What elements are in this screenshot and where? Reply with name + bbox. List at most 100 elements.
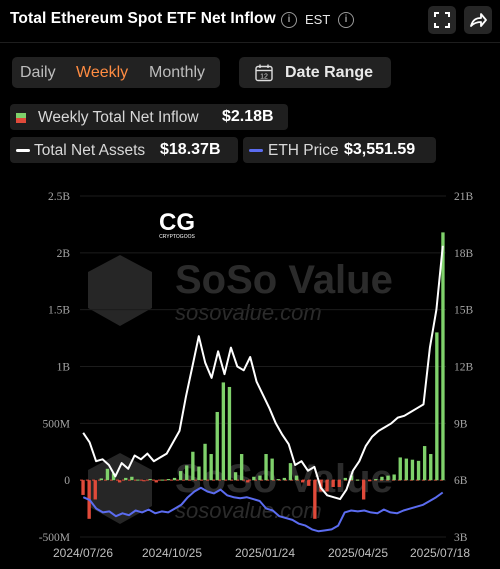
inflow-bar[interactable] bbox=[422, 446, 427, 481]
inflow-bar[interactable] bbox=[355, 479, 360, 481]
inflow-bar[interactable] bbox=[105, 468, 110, 481]
timezone-info-icon[interactable]: i bbox=[338, 12, 354, 28]
inflow-bar[interactable] bbox=[435, 332, 439, 481]
sosovalue-watermark-top: SoSo Value sosovalue.com bbox=[88, 255, 393, 326]
inflow-bar[interactable] bbox=[130, 476, 134, 481]
y-axis-right: 3B 6B 9B 12B 15B 18B 21B bbox=[454, 191, 474, 544]
legend-assets-value: $18.37B bbox=[160, 141, 221, 158]
inflow-bar[interactable] bbox=[185, 465, 189, 481]
inflow-bar[interactable] bbox=[239, 454, 244, 481]
inflow-bar[interactable] bbox=[124, 477, 128, 481]
legend-eth[interactable]: ETH Price $3,551.59 bbox=[243, 137, 436, 163]
legend-inflow-value: $2.18B bbox=[222, 108, 274, 125]
inflow-bar[interactable] bbox=[331, 480, 335, 487]
inflow-bar[interactable] bbox=[325, 480, 329, 492]
cryptogoos-logo-text: CRYPTOGOOS bbox=[159, 234, 195, 240]
inflow-bar[interactable] bbox=[288, 463, 293, 481]
inflow-bar[interactable] bbox=[313, 480, 317, 519]
inflow-bar[interactable] bbox=[154, 480, 158, 483]
total-net-assets-line[interactable] bbox=[82, 245, 444, 501]
y-right-tick-label: 6B bbox=[454, 475, 468, 487]
date-range-button[interactable]: 12 Date Range bbox=[239, 57, 391, 88]
inflow-bar[interactable] bbox=[148, 479, 152, 481]
chart-lines bbox=[82, 245, 444, 533]
inflow-bar[interactable] bbox=[221, 382, 226, 481]
inflow-bar[interactable] bbox=[233, 472, 238, 481]
inflow-bar[interactable] bbox=[258, 475, 262, 481]
inflow-bar[interactable] bbox=[197, 466, 201, 481]
share-button[interactable] bbox=[464, 6, 492, 34]
y-right-tick-label: 21B bbox=[454, 191, 474, 203]
inflow-bar[interactable] bbox=[227, 386, 232, 481]
inflow-bar[interactable] bbox=[441, 232, 445, 481]
inflow-bar[interactable] bbox=[178, 471, 183, 481]
inflow-bar[interactable] bbox=[276, 479, 280, 481]
inflow-bar[interactable] bbox=[337, 480, 341, 487]
fullscreen-button[interactable] bbox=[428, 6, 456, 34]
sosovalue-brand-text: SoSo Value bbox=[175, 258, 393, 302]
inflow-bar[interactable] bbox=[142, 480, 146, 482]
y-left-tick-label: 1B bbox=[57, 362, 71, 374]
inflow-bar[interactable] bbox=[429, 454, 433, 481]
inflow-bar[interactable] bbox=[386, 475, 390, 481]
inflow-bar[interactable] bbox=[111, 473, 116, 481]
inflow-chart[interactable]: CG CRYPTOGOOS SoSo Value sosovalue.com S… bbox=[0, 180, 500, 569]
y-right-tick-label: 9B bbox=[454, 418, 468, 430]
inflow-bar[interactable] bbox=[294, 475, 299, 481]
inflow-bar[interactable] bbox=[300, 480, 305, 483]
inflow-bar[interactable] bbox=[264, 454, 268, 481]
inflow-bar[interactable] bbox=[404, 458, 409, 481]
inflow-bar[interactable] bbox=[361, 480, 366, 500]
legend-assets-line bbox=[16, 149, 30, 152]
legend-inflow[interactable]: Weekly Total Net Inflow $2.18B bbox=[10, 104, 288, 130]
cryptogoos-logo-mark: CG bbox=[159, 209, 195, 236]
inflow-bar[interactable] bbox=[252, 476, 256, 481]
x-tick-label: 2024/07/26 bbox=[53, 546, 113, 560]
inflow-bar[interactable] bbox=[270, 458, 274, 481]
calendar-icon: 12 bbox=[255, 64, 273, 82]
inflow-bar[interactable] bbox=[416, 460, 421, 481]
inflow-bar[interactable] bbox=[203, 443, 207, 481]
legend-eth-label: ETH Price bbox=[268, 142, 339, 159]
inflow-bar[interactable] bbox=[282, 477, 287, 481]
tab-weekly[interactable]: Weekly bbox=[76, 64, 129, 81]
period-tabs: Daily Weekly Monthly bbox=[12, 57, 220, 88]
x-tick-label: 2025/04/25 bbox=[328, 546, 388, 560]
inflow-bar[interactable] bbox=[410, 459, 415, 481]
inflow-bar[interactable] bbox=[215, 411, 219, 481]
y-left-tick-label: 500M bbox=[43, 418, 70, 430]
inflow-bar[interactable] bbox=[93, 480, 97, 500]
tab-monthly[interactable]: Monthly bbox=[149, 64, 206, 81]
inflow-bar[interactable] bbox=[99, 478, 104, 481]
inflow-bar[interactable] bbox=[368, 480, 372, 482]
eth-price-line[interactable] bbox=[82, 486, 444, 533]
inflow-bar[interactable] bbox=[398, 457, 402, 481]
inflow-bar[interactable] bbox=[136, 479, 140, 481]
inflow-bar[interactable] bbox=[380, 476, 384, 481]
inflow-bar[interactable] bbox=[343, 477, 348, 481]
y-axis-left: -500M 0 500M 1B 1.5B 2B 2.5B bbox=[39, 191, 71, 544]
inflow-bar[interactable] bbox=[166, 479, 171, 481]
inflow-bar[interactable] bbox=[307, 480, 311, 486]
y-right-tick-label: 3B bbox=[454, 532, 468, 544]
y-left-tick-label: 1.5B bbox=[48, 305, 70, 317]
inflow-bar[interactable] bbox=[246, 480, 250, 483]
info-icon[interactable]: i bbox=[281, 12, 297, 28]
tab-daily[interactable]: Daily bbox=[20, 64, 56, 81]
inflow-bar[interactable] bbox=[81, 480, 85, 495]
inflow-bar[interactable] bbox=[209, 454, 213, 481]
inflow-bar[interactable] bbox=[172, 477, 177, 481]
sosovalue-site-text-bottom: sosovalue.com bbox=[175, 498, 322, 523]
legend-assets[interactable]: Total Net Assets $18.37B bbox=[10, 137, 238, 163]
y-right-tick-label: 15B bbox=[454, 305, 474, 317]
chart-header: Total Ethereum Spot ETF Net Inflow i EST… bbox=[0, 0, 500, 40]
expand-icon bbox=[434, 12, 450, 28]
inflow-bar[interactable] bbox=[392, 474, 396, 481]
inflow-bar[interactable] bbox=[191, 451, 195, 481]
inflow-bar[interactable] bbox=[117, 480, 122, 483]
inflow-bar[interactable] bbox=[374, 479, 378, 481]
legend-assets-label: Total Net Assets bbox=[34, 142, 146, 159]
x-axis: 2024/07/26 2024/10/25 2025/01/24 2025/04/25… bbox=[53, 546, 470, 560]
y-left-tick-label: 2B bbox=[57, 248, 71, 260]
inflow-bar[interactable] bbox=[160, 479, 165, 481]
